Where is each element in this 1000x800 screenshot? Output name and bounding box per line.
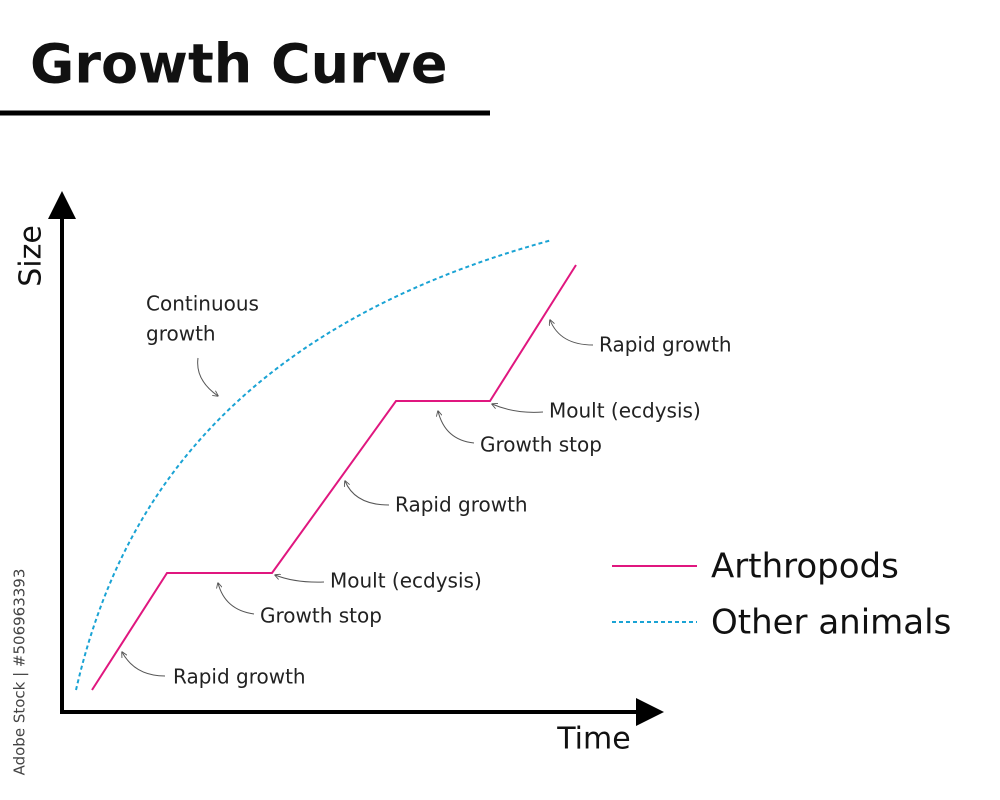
annotation-arrow xyxy=(218,583,255,615)
annotation: Moult (ecdysis) xyxy=(330,569,482,593)
title: Growth Curve xyxy=(30,33,448,96)
annotation-arrow xyxy=(345,481,390,506)
annotation-arrow xyxy=(122,652,166,677)
annotation-arrow xyxy=(550,320,594,346)
x-axis-label: Time xyxy=(556,722,630,757)
annotation: Growth stop xyxy=(480,433,602,457)
annotation-arrow xyxy=(492,404,544,413)
annotation: Growth stop xyxy=(260,604,382,628)
annotation-arrow xyxy=(438,411,475,444)
annotation: Continuous xyxy=(146,292,259,316)
legend-label: Other animals xyxy=(711,603,951,643)
annotation-arrow xyxy=(275,575,325,583)
watermark: Adobe Stock | #506963393 xyxy=(11,569,29,776)
annotation: Rapid growth xyxy=(173,665,306,689)
legend-label: Arthropods xyxy=(711,547,899,587)
annotation: Rapid growth xyxy=(599,333,732,357)
annotation: growth xyxy=(146,322,216,346)
y-axis-label: Size xyxy=(14,225,49,287)
annotation: Rapid growth xyxy=(395,493,528,517)
other-animals-curve xyxy=(75,239,553,691)
arthropods-curve xyxy=(91,264,577,691)
annotation-arrow xyxy=(197,357,218,396)
annotation: Moult (ecdysis) xyxy=(549,399,701,423)
